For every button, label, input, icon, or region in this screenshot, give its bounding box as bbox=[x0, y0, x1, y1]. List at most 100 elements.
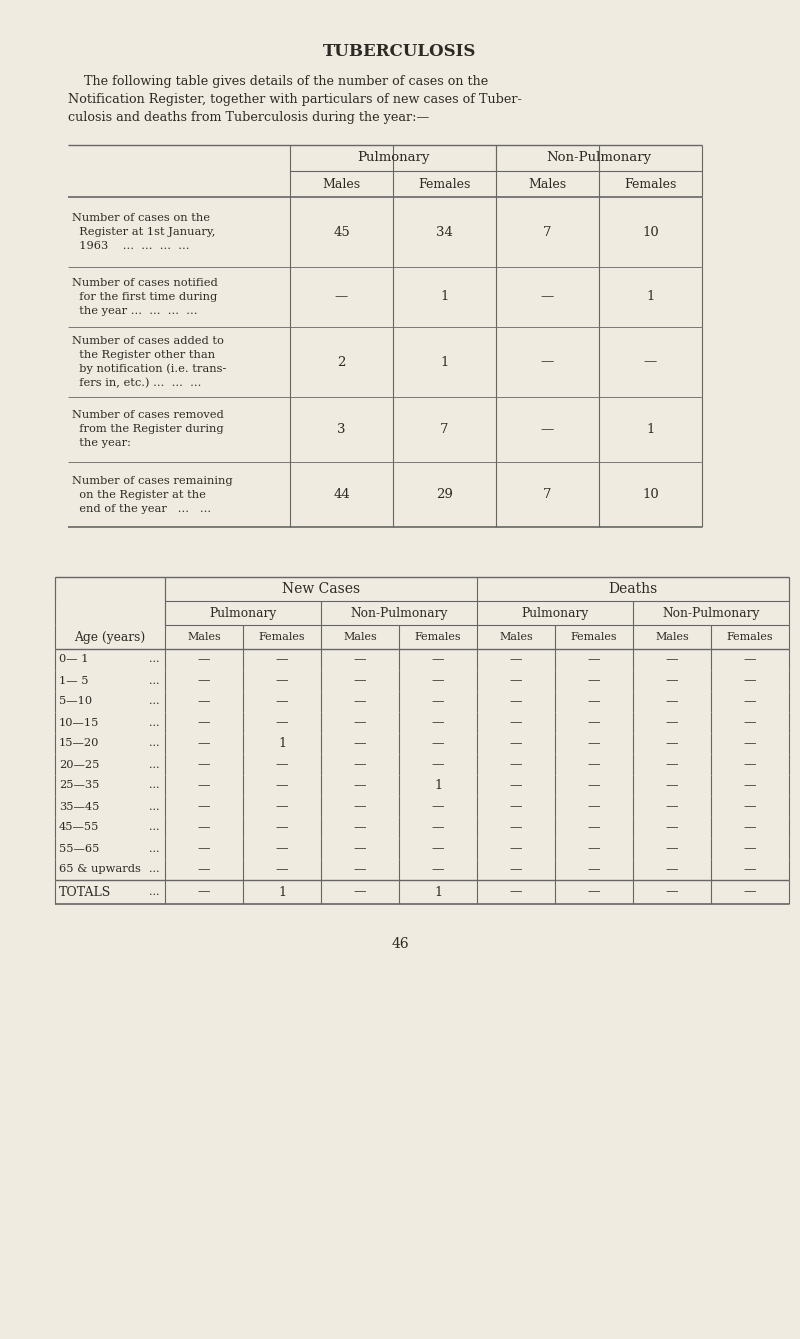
Text: 46: 46 bbox=[391, 937, 409, 951]
Text: Females: Females bbox=[258, 632, 306, 641]
Text: —: — bbox=[198, 716, 210, 728]
Text: —: — bbox=[198, 885, 210, 898]
Text: 0— 1: 0— 1 bbox=[59, 655, 89, 664]
Text: —: — bbox=[744, 821, 756, 834]
Text: —: — bbox=[541, 423, 554, 437]
Text: —: — bbox=[644, 355, 657, 368]
Text: —: — bbox=[510, 653, 522, 665]
Text: 20—25: 20—25 bbox=[59, 759, 99, 770]
Text: Pulmonary: Pulmonary bbox=[357, 151, 430, 165]
Text: —: — bbox=[432, 758, 444, 771]
Text: Age (years): Age (years) bbox=[74, 631, 146, 644]
Text: 1: 1 bbox=[278, 736, 286, 750]
Text: ...: ... bbox=[150, 718, 160, 727]
Text: —: — bbox=[354, 695, 366, 708]
Text: Number of cases notified: Number of cases notified bbox=[72, 279, 218, 288]
Text: Number of cases removed: Number of cases removed bbox=[72, 411, 224, 420]
Text: 1: 1 bbox=[646, 423, 654, 437]
Text: Females: Females bbox=[726, 632, 774, 641]
Text: —: — bbox=[744, 674, 756, 687]
Text: —: — bbox=[510, 885, 522, 898]
Text: —: — bbox=[276, 779, 288, 791]
Text: Males: Males bbox=[322, 178, 361, 190]
Text: Notification Register, together with particulars of new cases of Tuber-: Notification Register, together with par… bbox=[68, 94, 522, 107]
Text: —: — bbox=[744, 653, 756, 665]
Text: 7: 7 bbox=[543, 225, 552, 238]
Text: —: — bbox=[510, 736, 522, 750]
Text: for the first time during: for the first time during bbox=[72, 292, 218, 303]
Text: 44: 44 bbox=[333, 487, 350, 501]
Text: —: — bbox=[432, 842, 444, 856]
Text: —: — bbox=[666, 885, 678, 898]
Text: Males: Males bbox=[187, 632, 221, 641]
Text: —: — bbox=[354, 864, 366, 876]
Text: —: — bbox=[198, 821, 210, 834]
Text: Females: Females bbox=[570, 632, 618, 641]
Text: —: — bbox=[666, 716, 678, 728]
Text: 10: 10 bbox=[642, 225, 659, 238]
Text: 3: 3 bbox=[338, 423, 346, 437]
Text: Females: Females bbox=[418, 178, 470, 190]
Text: Females: Females bbox=[414, 632, 462, 641]
Text: 34: 34 bbox=[436, 225, 453, 238]
Text: the year ...  ...  ...  ...: the year ... ... ... ... bbox=[72, 307, 198, 316]
Text: the Register other than: the Register other than bbox=[72, 349, 215, 360]
Text: —: — bbox=[666, 758, 678, 771]
Text: Males: Males bbox=[343, 632, 377, 641]
Text: 1— 5: 1— 5 bbox=[59, 675, 89, 686]
Text: Males: Males bbox=[655, 632, 689, 641]
Text: —: — bbox=[744, 695, 756, 708]
Text: 45—55: 45—55 bbox=[59, 822, 99, 833]
Text: —: — bbox=[432, 821, 444, 834]
Text: —: — bbox=[588, 779, 600, 791]
Text: ...: ... bbox=[150, 655, 160, 664]
Text: Pulmonary: Pulmonary bbox=[210, 607, 277, 620]
Text: —: — bbox=[510, 842, 522, 856]
Text: —: — bbox=[276, 758, 288, 771]
Text: 2: 2 bbox=[338, 355, 346, 368]
Text: —: — bbox=[510, 821, 522, 834]
Text: —: — bbox=[276, 716, 288, 728]
Text: TOTALS: TOTALS bbox=[59, 885, 111, 898]
Text: —: — bbox=[276, 864, 288, 876]
Text: —: — bbox=[335, 291, 348, 304]
Text: —: — bbox=[432, 799, 444, 813]
Text: 7: 7 bbox=[543, 487, 552, 501]
Text: 10—15: 10—15 bbox=[59, 718, 99, 727]
Text: —: — bbox=[198, 736, 210, 750]
Text: —: — bbox=[510, 799, 522, 813]
Text: —: — bbox=[510, 716, 522, 728]
Text: —: — bbox=[588, 674, 600, 687]
Text: ...: ... bbox=[150, 822, 160, 833]
Text: —: — bbox=[588, 736, 600, 750]
Text: fers in, etc.) ...  ...  ...: fers in, etc.) ... ... ... bbox=[72, 378, 202, 388]
Text: —: — bbox=[666, 674, 678, 687]
Text: —: — bbox=[354, 716, 366, 728]
Text: TUBERCULOSIS: TUBERCULOSIS bbox=[323, 43, 477, 60]
Text: Number of cases remaining: Number of cases remaining bbox=[72, 475, 233, 486]
Text: ...: ... bbox=[150, 696, 160, 707]
Text: end of the year   ...   ...: end of the year ... ... bbox=[72, 503, 211, 513]
Text: 45: 45 bbox=[333, 225, 350, 238]
Text: —: — bbox=[588, 821, 600, 834]
Text: —: — bbox=[666, 864, 678, 876]
Text: 29: 29 bbox=[436, 487, 453, 501]
Text: —: — bbox=[588, 758, 600, 771]
Text: —: — bbox=[354, 653, 366, 665]
Text: —: — bbox=[666, 779, 678, 791]
Text: —: — bbox=[541, 291, 554, 304]
Text: —: — bbox=[432, 716, 444, 728]
Text: Deaths: Deaths bbox=[608, 582, 658, 596]
Text: ...: ... bbox=[150, 781, 160, 790]
Text: —: — bbox=[198, 779, 210, 791]
Text: —: — bbox=[354, 758, 366, 771]
Text: —: — bbox=[432, 736, 444, 750]
Text: —: — bbox=[666, 695, 678, 708]
Text: 10: 10 bbox=[642, 487, 659, 501]
Text: —: — bbox=[588, 716, 600, 728]
Text: —: — bbox=[744, 799, 756, 813]
Text: ...: ... bbox=[150, 675, 160, 686]
Text: —: — bbox=[198, 799, 210, 813]
Text: Number of cases added to: Number of cases added to bbox=[72, 336, 224, 345]
Text: —: — bbox=[198, 842, 210, 856]
